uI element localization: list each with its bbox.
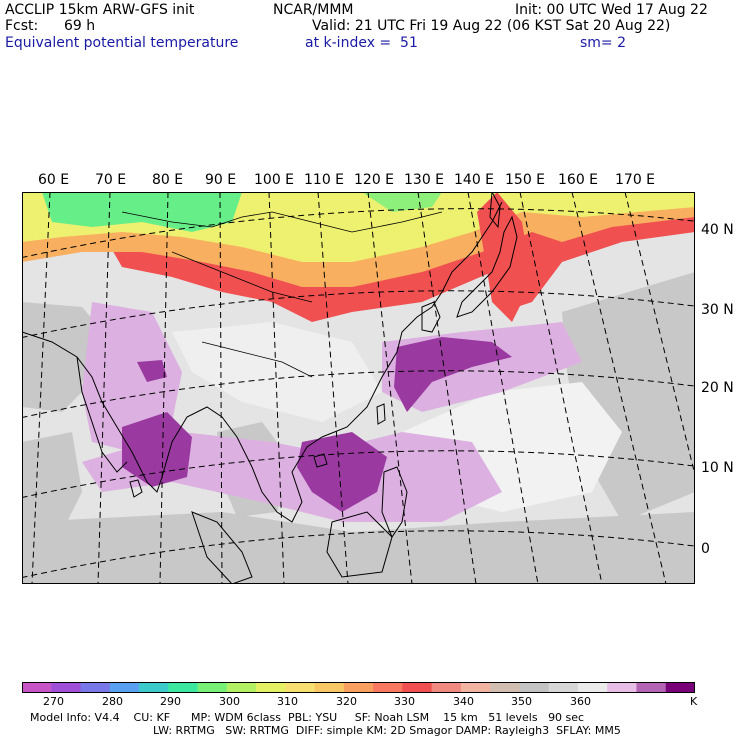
lon-label: 150 E — [505, 172, 546, 188]
colorbar-frame — [22, 682, 695, 693]
colorbar-label: 360 — [570, 695, 591, 708]
model-info-line2: LW: RRTMG SW: RRTMG DIFF: simple KM: 2D … — [153, 724, 621, 737]
level-index: at k-index = 51 — [305, 35, 418, 51]
field-name: Equivalent potential temperature — [5, 35, 239, 51]
lon-label: 80 E — [152, 172, 184, 188]
lat-label: 30 N — [701, 302, 734, 318]
korea — [421, 301, 441, 333]
sumatra — [191, 511, 253, 584]
lon-label: 100 E — [254, 172, 295, 188]
colorbar-label: 340 — [453, 695, 474, 708]
colorbar-swatch — [168, 682, 199, 693]
lon-label: 160 E — [558, 172, 599, 188]
colorbar-swatch — [490, 682, 520, 693]
theta-e-map — [22, 192, 695, 584]
model-info-line1: Model Info: V4.4 CU: KF MP: WDM 6class P… — [30, 711, 585, 724]
lat-label: 40 N — [701, 222, 734, 238]
inner-borders — [121, 211, 443, 378]
purple-region-arabian — [137, 360, 167, 382]
smoothing-label: sm= 2 — [580, 35, 627, 51]
colorbar-swatch — [139, 682, 169, 693]
colorbar-label: 320 — [336, 695, 357, 708]
colorbar-label: 280 — [102, 695, 123, 708]
colorbar-label: 310 — [277, 695, 298, 708]
colorbar-swatch — [256, 682, 286, 693]
lon-label: 120 E — [354, 172, 395, 188]
colorbar-swatch — [197, 682, 228, 693]
colorbar-swatch — [519, 682, 550, 693]
colorbar-swatch — [51, 682, 82, 693]
colorbar-swatch — [460, 682, 491, 693]
purple-region-bay-of-bengal — [122, 412, 192, 487]
model-title: ACCLIP 15km ARW-GFS init — [5, 2, 195, 18]
colorbar-swatch — [402, 682, 433, 693]
colorbar-swatch — [22, 682, 52, 693]
lon-label: 170 E — [615, 172, 656, 188]
lilac-region-india — [82, 302, 182, 452]
colorbar-unit: K — [690, 695, 698, 708]
colorbar-swatch — [607, 682, 637, 693]
lon-label: 90 E — [205, 172, 237, 188]
philippines — [381, 466, 408, 539]
lon-label: 70 E — [95, 172, 127, 188]
taiwan — [376, 403, 386, 425]
lat-label: 0 — [701, 541, 710, 557]
graticule — [22, 192, 695, 584]
forecast-hours: 69 h — [64, 18, 96, 34]
purple-region-east-china-sea — [394, 337, 512, 412]
init-time: Init: 00 UTC Wed 17 Aug 22 — [515, 2, 708, 18]
colorbar-swatch — [314, 682, 345, 693]
colorbar-label: 350 — [511, 695, 532, 708]
colorbar-swatch — [109, 682, 140, 693]
colorbar-label: 270 — [43, 695, 64, 708]
colorbar-swatch — [80, 682, 111, 693]
lon-label: 110 E — [304, 172, 345, 188]
colorbar — [22, 682, 695, 693]
colorbar-swatch — [373, 682, 403, 693]
green-region — [42, 192, 242, 232]
lon-label: 130 E — [404, 172, 445, 188]
colorbar-label: 300 — [219, 695, 240, 708]
org-label: NCAR/MMM — [273, 2, 354, 18]
gray-region-south — [22, 512, 695, 584]
lon-label: 140 E — [454, 172, 495, 188]
sri-lanka — [129, 479, 143, 498]
colorbar-swatch — [577, 682, 608, 693]
lat-label: 20 N — [701, 380, 734, 396]
lon-label: 60 E — [38, 172, 70, 188]
colorbar-swatch — [343, 682, 374, 693]
colorbar-swatch — [226, 682, 257, 693]
colorbar-swatch — [431, 682, 462, 693]
purple-region-scs — [297, 432, 387, 512]
sakhalin — [489, 192, 501, 229]
japan — [456, 215, 518, 318]
colorbar-swatch — [285, 682, 316, 693]
hainan — [313, 453, 328, 468]
colorbar-swatch — [636, 682, 667, 693]
map-frame — [22, 192, 695, 584]
coastlines — [22, 192, 518, 584]
forecast-label: Fcst: — [5, 18, 39, 34]
colorbar-swatch — [548, 682, 579, 693]
india-outline — [76, 356, 128, 473]
lat-label: 10 N — [701, 460, 734, 476]
valid-time: Valid: 21 UTC Fri 19 Aug 22 (06 KST Sat … — [312, 18, 671, 34]
green-region-east — [362, 192, 442, 212]
colorbar-label: 290 — [160, 695, 181, 708]
borneo — [326, 511, 393, 578]
colorbar-label: 330 — [394, 695, 415, 708]
colorbar-swatch — [665, 682, 695, 693]
